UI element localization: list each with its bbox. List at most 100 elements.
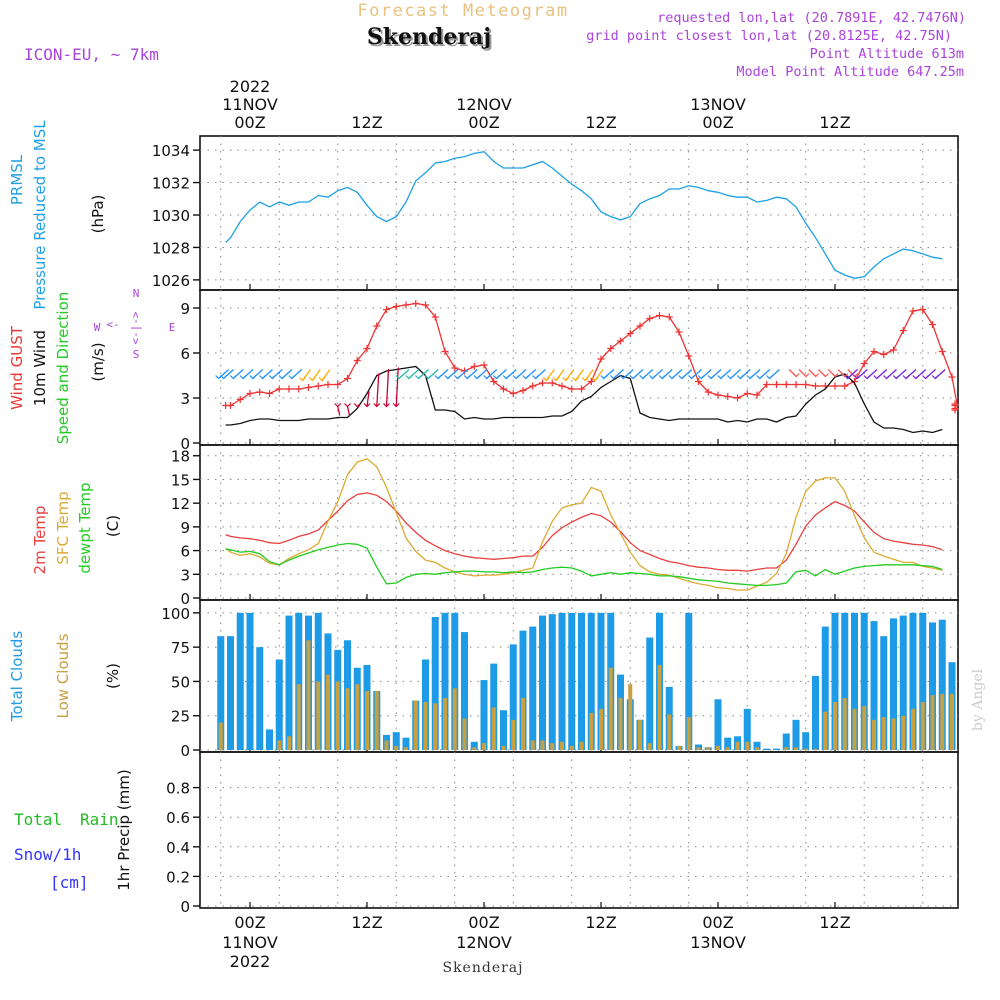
- wind-arrow-head: [581, 377, 589, 382]
- y-tick-label: 3: [180, 390, 190, 408]
- total-cloud-bar: [792, 719, 800, 750]
- wind-arrow-head: [600, 375, 608, 380]
- y-tick-label: 25: [171, 708, 190, 726]
- low-cloud-bar: [677, 745, 681, 750]
- gust-marker: [890, 346, 897, 354]
- total-cloud-bar: [890, 618, 897, 750]
- total-cloud-bar: [275, 659, 283, 750]
- low-cloud-bar: [891, 718, 896, 750]
- gust-marker: [246, 390, 254, 397]
- top-date-label: 12NOV: [456, 95, 512, 114]
- wind-panel: 0 3 6 9: [180, 290, 959, 453]
- wind-arrow-head: [268, 375, 276, 380]
- panel-frame: [199, 751, 959, 909]
- gust-marker: [929, 321, 936, 328]
- low-cloud-bar: [472, 747, 477, 750]
- bottom-hour-label: 12Z: [585, 913, 616, 932]
- wind-arrow: [346, 406, 351, 416]
- y-tick-label: 0: [180, 742, 190, 760]
- low-cloud-bar: [452, 688, 457, 750]
- compass-s: S: [133, 348, 140, 361]
- total-cloud-bar: [938, 619, 946, 750]
- low-cloud-bar: [657, 664, 662, 750]
- y-tick-label: 9: [180, 300, 190, 318]
- low-cloud-bar: [667, 714, 672, 750]
- low-cloud-bar: [326, 674, 330, 750]
- y-tick-label: 1028: [152, 239, 190, 257]
- wind-arrow-head: [383, 403, 390, 408]
- y-tick-label: 0: [180, 590, 190, 608]
- total-cloud-bar: [851, 612, 858, 750]
- low-cloud-bar: [852, 708, 857, 750]
- wind-arrow-head: [822, 373, 829, 378]
- gust-marker: [714, 391, 722, 399]
- low-cloud-bar: [423, 702, 428, 750]
- pressure-panel: 1026 1028 1030 1032 1034: [152, 135, 959, 291]
- low-cloud-bar: [901, 715, 906, 750]
- gust-marker: [607, 345, 615, 352]
- gust-marker: [275, 385, 283, 393]
- top-hour-label: 12Z: [585, 113, 616, 132]
- low-cloud-bar: [462, 718, 467, 750]
- y-tick-label: 0.4: [166, 839, 190, 857]
- total-cloud-bar: [461, 632, 468, 750]
- rain-label: Rain: [80, 810, 119, 829]
- gust-marker: [646, 315, 654, 322]
- wind-arrow-head: [463, 375, 471, 380]
- y-tick-label: 12: [171, 495, 190, 513]
- low-cloud-bar: [316, 681, 321, 750]
- low-cloud-bar: [794, 747, 798, 750]
- gust-marker: [812, 382, 819, 390]
- gust-marker: [899, 327, 907, 334]
- requested-coords: requested lon,lat (20.7891E, 42.7476N): [657, 10, 966, 26]
- gust-marker: [753, 391, 761, 399]
- y-tick-label: 0: [180, 898, 190, 916]
- bottom-date-label: 12NOV: [456, 933, 512, 952]
- gust-marker: [344, 375, 351, 382]
- wind-arrow-head: [299, 377, 306, 382]
- pressure-unit: (hPa): [89, 195, 107, 234]
- low-cloud-bar: [491, 707, 496, 750]
- wind-arrow-head: [902, 375, 910, 380]
- low-cloud-bar: [872, 719, 876, 750]
- total-cloud-bar: [870, 621, 878, 750]
- total-cloud-bar: [919, 612, 927, 750]
- gust-marker: [363, 345, 371, 352]
- total-cloud-bar: [860, 612, 868, 750]
- top-hour-label: 00Z: [702, 113, 733, 132]
- low-clouds-label: Low Clouds: [54, 633, 72, 718]
- wind-arrow: [385, 368, 390, 407]
- low-cloud-bar: [862, 706, 867, 750]
- gust-marker: [626, 330, 634, 337]
- gust-marker: [831, 382, 839, 390]
- gust-marker: [539, 379, 546, 387]
- low-cloud-bar: [579, 741, 584, 750]
- clouds-unit: (%): [104, 663, 122, 689]
- total-cloud-bar: [763, 748, 771, 750]
- wind-arrow-head: [434, 375, 442, 380]
- wind-arrow-head: [688, 375, 695, 380]
- title-top: Forecast Meteogram: [357, 1, 568, 21]
- gust-marker: [704, 388, 712, 396]
- footer-location: Skenderaj: [442, 960, 523, 976]
- wind-arrow-head: [697, 375, 705, 380]
- low-cloud-bar: [277, 740, 282, 750]
- gust-marker: [860, 360, 868, 367]
- low-cloud-bar: [599, 708, 603, 750]
- wind-arrow-head: [415, 375, 422, 380]
- wind-arrow-head: [736, 375, 744, 380]
- wind-arrow-head: [278, 375, 286, 380]
- total-cloud-bar: [256, 647, 264, 750]
- wind-arrow-head: [853, 375, 861, 380]
- total-cloud-bar: [490, 663, 498, 750]
- bottom-hour-label: 00Z: [468, 913, 499, 932]
- y-tick-label: 15: [171, 471, 190, 489]
- wind-arrow-head: [883, 375, 890, 380]
- temp-label: 2m Temp: [31, 506, 49, 575]
- bottom-hour-label: 12Z: [351, 913, 382, 932]
- clouds-panel: 0 25 50 75 100: [161, 599, 959, 760]
- gust-marker: [490, 378, 498, 385]
- total-cloud-bar: [880, 636, 888, 750]
- wind-arrow-head: [802, 373, 810, 378]
